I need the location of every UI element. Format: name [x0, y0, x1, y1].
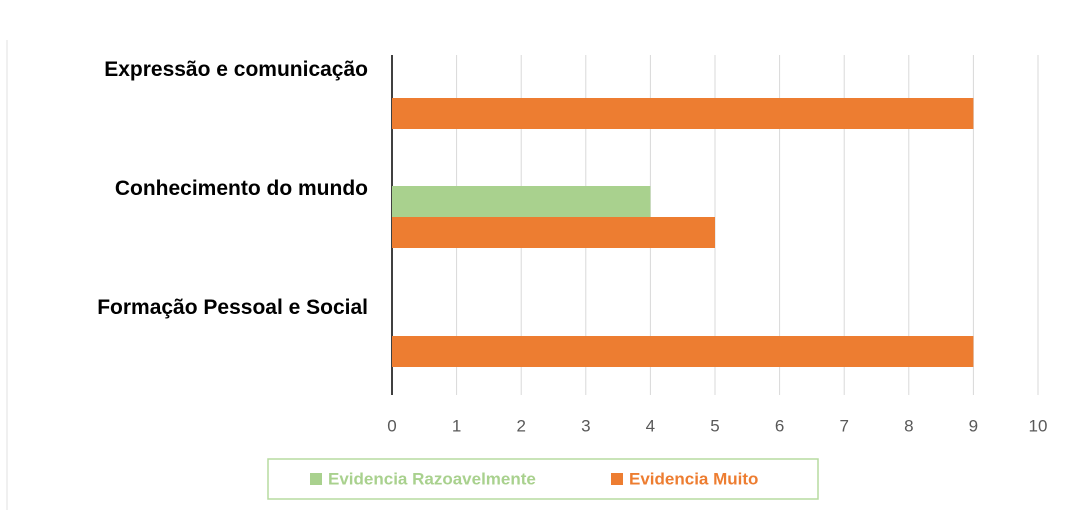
x-tick-label: 9 [969, 416, 978, 435]
x-tick-label: 4 [646, 416, 655, 435]
bar [392, 186, 651, 217]
x-tick-label: 8 [904, 416, 913, 435]
legend-label: Evidencia Muito [629, 469, 758, 488]
x-tick-label: 6 [775, 416, 784, 435]
x-tick-label: 1 [452, 416, 461, 435]
legend-box [267, 458, 819, 500]
legend-swatch [611, 473, 623, 485]
x-tick-label: 5 [710, 416, 719, 435]
legend-swatch [310, 473, 322, 485]
y-tick-label: Expressão e comunicação [104, 58, 368, 81]
bar [392, 98, 974, 129]
bar [392, 217, 715, 248]
x-tick-label: 10 [1029, 416, 1048, 435]
y-tick-label: Conhecimento do mundo [115, 177, 368, 200]
legend-label: Evidencia Razoavelmente [328, 469, 536, 488]
y-tick-label: Formação Pessoal e Social [97, 296, 368, 319]
bar [392, 336, 974, 367]
x-tick-label: 7 [839, 416, 848, 435]
x-tick-label: 3 [581, 416, 590, 435]
x-tick-label: 0 [387, 416, 396, 435]
x-tick-label: 2 [516, 416, 525, 435]
